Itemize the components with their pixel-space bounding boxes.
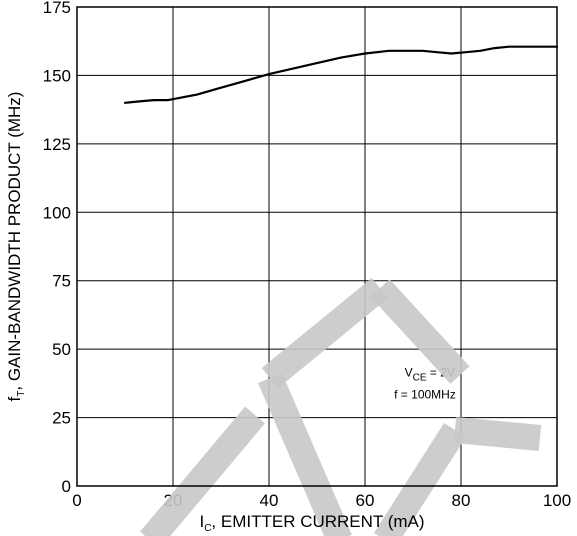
x-tick-label-3: 60	[356, 491, 375, 510]
annotation-vce-sub: CE	[413, 373, 427, 384]
annotation-vce-main: V	[405, 366, 413, 380]
watermark-stroke-1	[261, 277, 389, 389]
x-tick-label-4: 80	[452, 491, 471, 510]
annotation-frequency: f = 100MHz	[394, 387, 456, 401]
y-tick-label-1: 25	[52, 409, 71, 428]
x-axis-title-sub: C	[204, 523, 211, 534]
y-axis-title-sub: T	[16, 391, 27, 397]
grid	[76, 6, 558, 487]
y-axis-title-rest: , GAIN-BANDWIDTH PRODUCT (MHz)	[5, 92, 24, 391]
x-tick-labels: 0 20 40 60 80 100	[72, 491, 571, 510]
y-tick-label-5: 125	[43, 135, 71, 154]
y-tick-label-0: 0	[62, 477, 71, 496]
x-tick-label-2: 40	[260, 491, 279, 510]
y-tick-labels: 0 25 50 75 100 125 150 175	[43, 0, 71, 496]
x-tick-label-0: 0	[72, 491, 81, 510]
watermark-stroke-3	[370, 279, 470, 384]
y-tick-label-3: 75	[52, 272, 71, 291]
y-tick-label-6: 150	[43, 66, 71, 85]
y-axis-title-main: f	[5, 396, 24, 401]
watermark-stroke-5	[453, 417, 542, 451]
x-axis-title: IC, EMITTER CURRENT (mA)	[199, 512, 424, 534]
watermark-logo	[140, 277, 542, 536]
watermark-stroke-4	[374, 423, 466, 536]
plot-frame	[76, 6, 558, 487]
y-tick-label-2: 50	[52, 340, 71, 359]
y-tick-label-7: 175	[43, 0, 71, 17]
x-axis-title-rest: , EMITTER CURRENT (mA)	[211, 512, 424, 531]
y-axis-title: fT, GAIN-BANDWIDTH PRODUCT (MHz)	[5, 92, 27, 402]
series-group	[123, 45, 559, 104]
watermark-stroke-0	[140, 406, 265, 536]
y-tick-label-4: 100	[43, 203, 71, 222]
x-tick-label-5: 100	[543, 491, 571, 510]
x-axis-title-main: I	[199, 512, 204, 531]
series-line-0	[123, 45, 559, 104]
watermark-stroke-2	[258, 372, 352, 536]
